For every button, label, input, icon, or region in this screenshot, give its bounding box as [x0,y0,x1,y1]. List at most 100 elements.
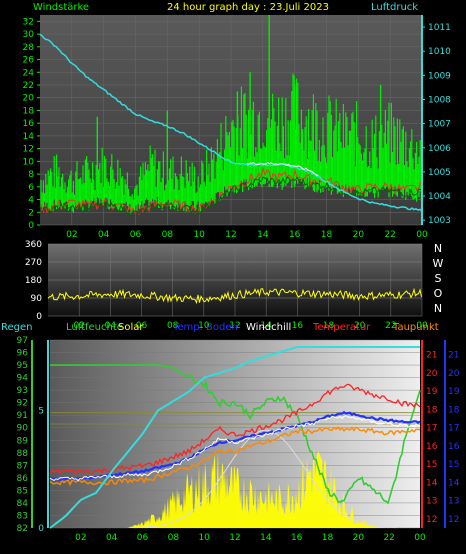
top-x-tick-label: 12 [225,230,236,240]
legend-dewpoint: Taupunkt [392,322,439,333]
direction-x-tick-label: 22 [385,321,396,331]
wind-tick-label: 28 [23,43,35,53]
wind-avg-line [40,176,422,216]
humidity-tick-label: 95 [17,361,28,371]
compass-label: N [434,242,442,255]
wind-tick-label: 24 [23,68,35,78]
bottom-x-tick-label: 00 [414,533,426,543]
pressure-tick-label: 1011 [428,23,451,33]
bottom-x-tick-label: 22 [383,533,394,543]
direction-series [47,287,422,305]
direction-y-axis-ticks: 360 270 180 90 0 [25,240,42,322]
rain-line [49,346,420,529]
temp-red-tick-label: 18 [426,405,438,415]
wind-tick-label: 2 [28,208,34,218]
temp-blue-tick-label: 15 [448,460,459,470]
humidity-tick-label: 94 [17,374,29,384]
temp-red-tick-label: 13 [426,497,437,507]
top-x-tick-label: 02 [66,230,77,240]
wind-tick-label: 30 [23,30,35,40]
direction-x-tick-label: 04 [105,321,117,331]
rain-tick-label: 0 [38,524,44,534]
top-x-tick-label: 10 [193,230,205,240]
legend-soil-temp: Temp. Boden [172,322,238,333]
top-x-tick-label: 18 [321,230,333,240]
bottom-y-axis-ticks: 82 83 84 85 86 87 88 89 90 91 92 93 94 95 96 97 0 5 12 13 14… [17,336,460,534]
wind-tick-label: 10 [23,157,35,167]
temp-red-tick-label: 19 [426,387,438,397]
dewpoint-line [49,426,421,487]
legend-temperature: Temperatur [312,322,371,333]
humidity-tick-label: 86 [17,474,29,484]
direction-tick-label: 270 [25,258,42,268]
humidity-tick-label: 90 [17,424,29,434]
humidity-tick-label: 84 [17,499,29,509]
pressure-tick-label: 1008 [428,95,451,105]
wind-tick-label: 20 [23,94,35,104]
compass-label: N [434,302,442,315]
legend-windchill: Windchill [246,322,291,333]
humidity-tick-label: 85 [17,486,28,496]
temp-blue-tick-label: 12 [448,515,459,525]
pressure-tick-label: 1004 [428,192,451,202]
wind-max-line [40,167,422,216]
humidity-tick-label: 96 [17,349,29,359]
temp-red-tick-label: 12 [426,515,437,525]
chart-title: 24 hour graph day : 23.Juli 2023 [167,2,329,13]
wind-axis-label: Windstärke [33,2,89,13]
temp-blue-tick-label: 13 [448,497,459,507]
humidity-tick-label: 91 [17,411,28,421]
solar-max-curve [134,429,397,529]
top-series [39,15,423,216]
bottom-x-tick-label: 20 [353,533,365,543]
direction-x-axis-ticks: 02 04 06 08 10 12 14 16 18 20 22 00 [73,321,428,331]
temp-red-tick-label: 20 [426,369,438,379]
bottom-series [49,346,421,529]
wind-tick-label: 16 [23,119,35,129]
bottom-x-tick-label: 16 [291,533,303,543]
humidity-tick-label: 88 [17,449,29,459]
direction-x-tick-label: 20 [354,321,366,331]
temp-red-tick-label: 14 [426,478,438,488]
wind-tick-label: 22 [23,81,34,91]
top-x-tick-label: 06 [130,230,142,240]
temp-blue-tick-label: 20 [448,369,460,379]
compass-label: W [433,257,444,270]
humidity-tick-label: 83 [17,511,28,521]
bottom-x-tick-label: 08 [168,533,180,543]
temp-blue-tick-label: 21 [448,351,459,361]
bottom-x-tick-label: 06 [137,533,149,543]
bottom-x-tick-label: 10 [198,533,210,543]
pressure-axis-label: Luftdruck [371,2,418,13]
top-x-tick-label: 00 [416,230,428,240]
pressure-tick-label: 1003 [428,216,451,226]
top-x-tick-label: 22 [384,230,395,240]
humidity-tick-label: 93 [17,386,28,396]
temp-red-tick-label: 15 [426,460,437,470]
pressure-tick-label: 1006 [428,144,451,154]
temp-red-tick-label: 21 [426,351,437,361]
temp-blue-tick-label: 14 [448,478,460,488]
top-x-axis-ticks: 02 04 06 08 10 12 14 16 18 20 22 00 [66,230,428,240]
top-x-tick-label: 16 [289,230,301,240]
temp-blue-tick-label: 18 [448,405,460,415]
wind-tick-label: 6 [28,183,34,193]
direction-x-tick-label: 18 [323,321,335,331]
humidity-tick-label: 82 [17,524,28,534]
direction-x-tick-label: 10 [198,321,210,331]
direction-x-tick-label: 06 [136,321,148,331]
compass-label: O [434,287,443,300]
pressure-y-axis-ticks: 1003 1004 1005 1006 1007 1008 1009 1010 1011 [422,23,451,226]
compass-label: S [435,272,442,285]
bottom-x-tick-label: 12 [229,533,240,543]
pressure-line [39,33,423,213]
top-x-tick-label: 20 [353,230,365,240]
pressure-tick-label: 1009 [428,71,451,81]
direction-tick-label: 180 [25,276,42,286]
pressure-tick-label: 1010 [428,47,451,57]
direction-x-tick-label: 16 [292,321,304,331]
humidity-line [50,364,421,505]
legend-humidity: Luftfeuchte [66,322,123,333]
wind-tick-label: 0 [28,221,34,231]
